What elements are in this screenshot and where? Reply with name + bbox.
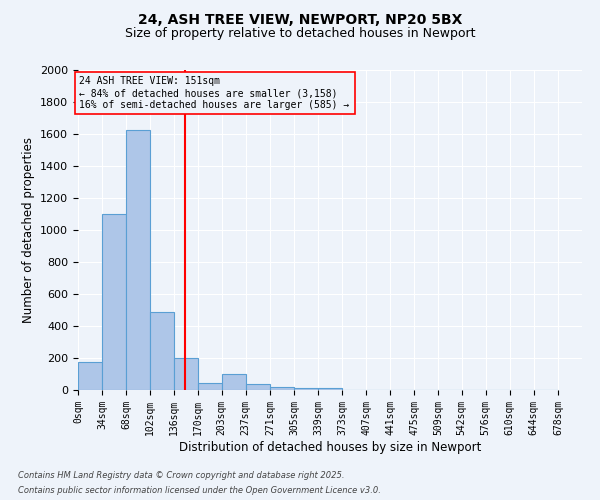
Text: Contains HM Land Registry data © Crown copyright and database right 2025.: Contains HM Land Registry data © Crown c… — [18, 471, 344, 480]
Bar — [78, 362, 102, 390]
Bar — [246, 384, 270, 390]
Text: Size of property relative to detached houses in Newport: Size of property relative to detached ho… — [125, 28, 475, 40]
Text: 24, ASH TREE VIEW, NEWPORT, NP20 5BX: 24, ASH TREE VIEW, NEWPORT, NP20 5BX — [138, 12, 462, 26]
Bar — [174, 358, 199, 390]
Bar — [318, 388, 342, 390]
Text: 24 ASH TREE VIEW: 151sqm
← 84% of detached houses are smaller (3,158)
16% of sem: 24 ASH TREE VIEW: 151sqm ← 84% of detach… — [79, 76, 350, 110]
Bar — [221, 374, 246, 390]
Bar — [294, 388, 318, 390]
X-axis label: Distribution of detached houses by size in Newport: Distribution of detached houses by size … — [179, 440, 481, 454]
Y-axis label: Number of detached properties: Number of detached properties — [22, 137, 35, 323]
Bar — [126, 130, 150, 390]
Bar — [102, 214, 126, 390]
Bar — [199, 383, 223, 390]
Text: Contains public sector information licensed under the Open Government Licence v3: Contains public sector information licen… — [18, 486, 381, 495]
Bar — [270, 387, 294, 390]
Bar — [150, 312, 174, 390]
